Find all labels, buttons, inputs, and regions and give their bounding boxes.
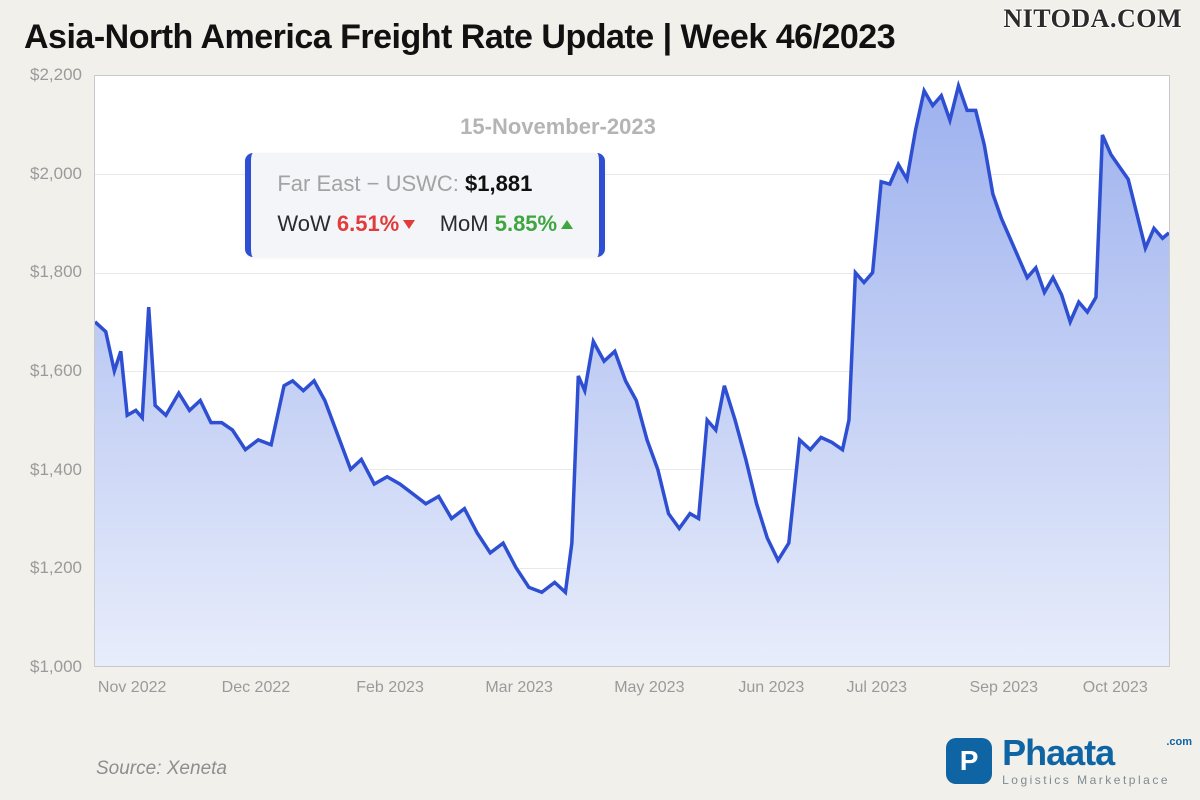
rate-value: $1,881 — [465, 171, 532, 196]
freight-rate-chart: $1,000$1,200$1,400$1,600$1,800$2,000$2,2… — [24, 71, 1176, 711]
x-tick-label: Feb 2023 — [356, 679, 424, 697]
brand-logo: P Phaata .com Logistics Marketplace — [946, 735, 1170, 786]
x-tick-label: Oct 2023 — [1083, 679, 1148, 697]
callout-change-line: WoW 6.51% MoM 5.85% — [277, 211, 573, 237]
x-tick-label: Nov 2022 — [98, 679, 166, 697]
x-tick-label: May 2023 — [614, 679, 684, 697]
x-tick-label: Sep 2023 — [969, 679, 1038, 697]
x-tick-label: Jul 2023 — [847, 679, 908, 697]
triangle-down-icon — [403, 220, 415, 229]
y-tick-label: $1,600 — [30, 361, 82, 381]
x-tick-label: Jun 2023 — [738, 679, 804, 697]
route-label: Far East − USWC: — [277, 171, 459, 196]
brand-text: Phaata .com Logistics Marketplace — [1002, 735, 1170, 786]
y-axis: $1,000$1,200$1,400$1,600$1,800$2,000$2,2… — [24, 75, 90, 667]
x-tick-label: Mar 2023 — [485, 679, 553, 697]
wow-value: 6.51% — [337, 211, 399, 236]
callout-date: 15-November-2023 — [460, 114, 656, 140]
brand-badge-icon: P — [946, 738, 992, 784]
brand-superscript: .com — [1166, 737, 1192, 748]
brand-name-text: Phaata — [1002, 732, 1114, 773]
y-tick-label: $1,000 — [30, 657, 82, 677]
source-attribution: Source: Xeneta — [96, 758, 227, 780]
mom-label: MoM — [440, 211, 489, 236]
x-axis: Nov 2022 Dec 2022 Feb 2023 Mar 2023 May 2023… — [94, 671, 1170, 711]
callout-route-line: Far East − USWC: $1,881 — [277, 171, 573, 197]
plot-area: 15-November-2023 Far East − USWC: $1,881… — [94, 75, 1170, 667]
y-tick-label: $1,200 — [30, 558, 82, 578]
y-tick-label: $2,200 — [30, 65, 82, 85]
y-tick-label: $1,400 — [30, 460, 82, 480]
triangle-up-icon — [561, 220, 573, 229]
brand-tagline: Logistics Marketplace — [1002, 774, 1170, 786]
rate-callout: Far East − USWC: $1,881 WoW 6.51% MoM 5.… — [245, 153, 605, 257]
brand-name: Phaata .com — [1002, 735, 1170, 771]
x-tick-label: Dec 2022 — [222, 679, 291, 697]
mom-value: 5.85% — [495, 211, 557, 236]
wow-label: WoW — [277, 211, 330, 236]
y-tick-label: $1,800 — [30, 262, 82, 282]
watermark: NITODA.COM — [1003, 4, 1182, 34]
y-tick-label: $2,000 — [30, 164, 82, 184]
